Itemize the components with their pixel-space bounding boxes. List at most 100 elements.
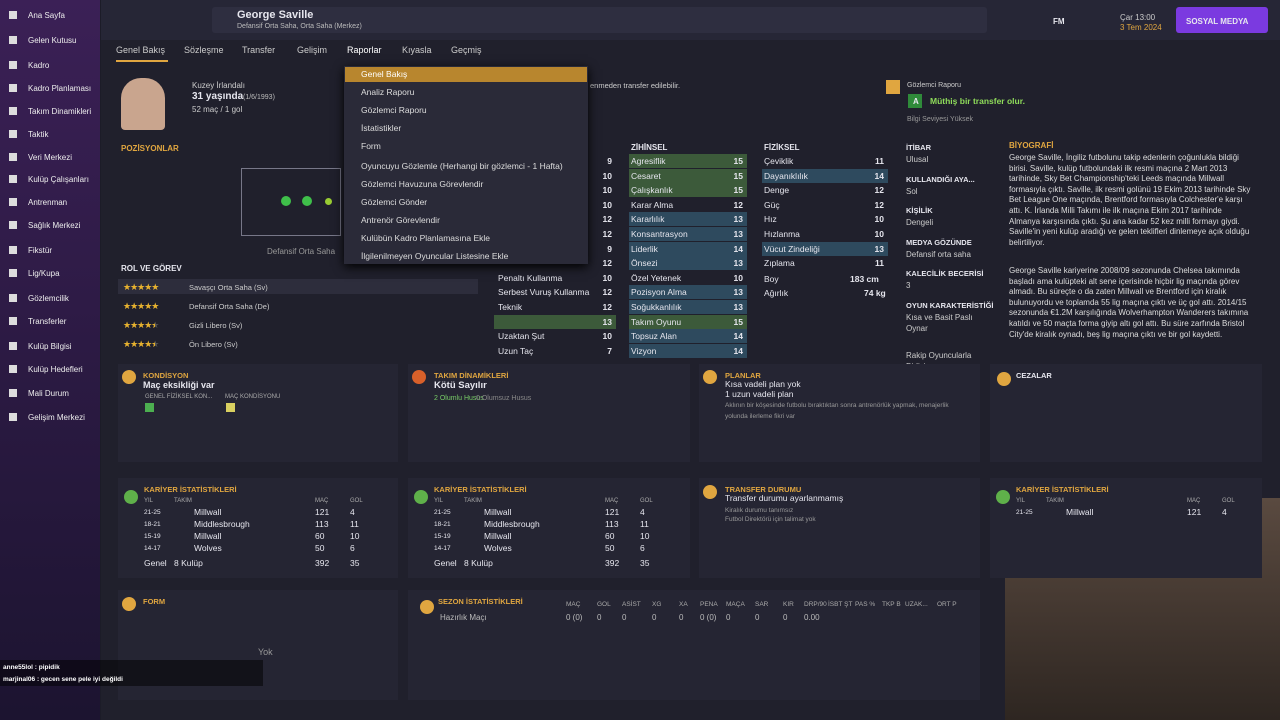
label: GENEL FİZİKSEL KON... [145, 394, 213, 400]
panel [699, 478, 980, 578]
label: 1 uzun vadeli plan [725, 389, 794, 399]
tab[interactable]: Raporlar [347, 45, 382, 55]
table-cell: 60 [315, 531, 325, 541]
role-name[interactable]: Ön Libero (Sv) [189, 340, 238, 349]
role-row [118, 279, 478, 294]
nav-item[interactable]: Veri Merkezi [28, 153, 73, 162]
role-name[interactable]: Savaşçı Orta Saha (Sv) [189, 283, 268, 292]
nav-item[interactable]: Kadro Planlaması [28, 84, 92, 93]
attribute-value: 13 [733, 302, 743, 312]
search-bar[interactable] [212, 7, 987, 33]
role-stars: ★★★★★★★★★★ [123, 320, 159, 330]
tab[interactable]: Kıyasla [402, 45, 432, 55]
attribute-row [629, 329, 747, 344]
attribute-value: 14 [733, 243, 743, 254]
attribute-name: Penaltı Kullanma [498, 272, 563, 283]
table-header: ASİST [622, 601, 641, 608]
nav-item[interactable]: Fikstür [28, 246, 52, 255]
table-header: GOL [597, 601, 611, 608]
menu-item[interactable]: Gözlemci Havuzuna Görevlendir [361, 179, 484, 189]
birth-date: (1/6/1993) [243, 94, 275, 101]
tab[interactable]: Gelişim [297, 45, 328, 55]
nav-item[interactable]: Mali Durum [28, 389, 69, 398]
scout-grade-bg [908, 94, 922, 108]
attribute-value: 13 [602, 316, 612, 327]
panel-icon [414, 490, 428, 504]
menu-item[interactable]: İlgilenilmeyen Oyuncular Listesine Ekle [361, 251, 509, 261]
attribute-highlight [494, 314, 616, 329]
menu-item[interactable]: Kulübün Kadro Planlamasına Ekle [361, 233, 490, 243]
sidebar [0, 0, 100, 720]
nav-item[interactable]: Lig/Kupa [28, 269, 60, 278]
table-cell: 0 [755, 613, 760, 622]
table-header: TAKIM [464, 498, 482, 504]
panel-title: PLANLAR [725, 371, 761, 380]
nav-icon [9, 413, 17, 421]
attribute-name: Takım Oyunu [631, 316, 682, 327]
table-cell: 0 (0) [566, 613, 583, 622]
menu-item[interactable]: Analiz Raporu [361, 87, 415, 97]
panel-status: Transfer durumu ayarlanmamış [725, 493, 844, 503]
attribute-name: Liderlik [631, 243, 658, 254]
attribute-row [629, 300, 747, 314]
nav-item[interactable]: Transferler [28, 317, 67, 326]
info-value: Ulusal [906, 155, 929, 164]
table-header: DRP/90 [804, 601, 827, 608]
attribute-value: 10 [874, 229, 884, 239]
panel-title: SEZON İSTATİSTİKLERİ [438, 597, 523, 606]
table-cell: 11 [350, 519, 359, 529]
menu-item[interactable]: Form [361, 141, 381, 151]
tab[interactable]: Genel Bakış [116, 45, 166, 55]
table-cell: 50 [605, 543, 615, 553]
nav-item[interactable]: Gelişim Merkezi [28, 413, 85, 422]
menu-item[interactable]: Antrenör Görevlendir [361, 215, 440, 225]
social-label[interactable]: SOSYAL MEDYA [1186, 17, 1249, 26]
nav-item[interactable]: Taktik [28, 130, 49, 139]
table-cell: 15-19 [434, 533, 451, 540]
attribute-value: 15 [733, 170, 743, 181]
attribute-name: Vücut Zindeliği [764, 243, 820, 254]
attribute-row [629, 183, 747, 198]
table-cell: 60 [605, 531, 615, 541]
table-cell: Millwall [1066, 507, 1094, 517]
attribute-name: Özel Yetenek [631, 272, 682, 283]
nav-item[interactable]: Kulüp Çalışanları [28, 175, 89, 184]
panel-icon [412, 370, 426, 384]
game-logo: FM [1053, 17, 1065, 26]
nav-item[interactable]: Kulüp Hedefleri [28, 365, 83, 374]
attribute-name: Vizyon [631, 345, 657, 356]
nav-item[interactable]: Ana Sayfa [28, 11, 65, 20]
tab[interactable]: Geçmiş [451, 45, 482, 55]
table-cell: Wolves [194, 543, 222, 553]
info-label: İTİBAR [906, 143, 931, 152]
caps: 52 maç / 1 gol [192, 105, 243, 114]
menu-item[interactable]: Gözlemci Raporu [361, 105, 427, 115]
table-header: YIL [1016, 498, 1026, 504]
attribute-value: 10 [602, 199, 612, 210]
nav-item[interactable]: Takım Dinamikleri [28, 107, 92, 116]
role-name[interactable]: Defansif Orta Saha (De) [189, 302, 270, 311]
nav-item[interactable]: Kulüp Bilgisi [28, 342, 72, 351]
tab[interactable]: Transfer [242, 45, 276, 55]
nav-icon [9, 389, 17, 397]
tab[interactable]: Sözleşme [184, 45, 224, 55]
info-value: Dengeli [906, 218, 934, 227]
nav-item[interactable]: Kadro [28, 61, 50, 70]
transfer-note: enmeden transfer edilebilir. [590, 81, 681, 90]
role-stars: ★★★★★★★★★★ [123, 301, 159, 311]
nav-item[interactable]: Gelen Kutusu [28, 36, 77, 45]
info-label: OYUN KARAKTERİSTİĞİ [906, 301, 994, 310]
label: Aklının bir köşesinde futbolu bıraktıkta… [725, 402, 949, 420]
social-button[interactable] [1176, 7, 1268, 33]
panel-title: TRANSFER DURUMU [725, 485, 802, 494]
menu-item[interactable]: Genel Bakış [361, 69, 408, 79]
role-name[interactable]: Gizli Libero (Sv) [189, 321, 243, 330]
menu-item[interactable]: Gözlemci Gönder [361, 197, 428, 207]
attribute-row [629, 168, 747, 183]
nav-icon [9, 11, 17, 19]
menu-item[interactable]: İstatistikler [361, 123, 402, 133]
nav-item[interactable]: Gözlemcilik [28, 294, 69, 303]
menu-item[interactable]: Oyuncuyu Gözlemle (Herhangi bir gözlemci… [361, 161, 563, 171]
nav-item[interactable]: Antrenman [28, 198, 68, 207]
nav-item[interactable]: Sağlık Merkezi [28, 221, 81, 230]
